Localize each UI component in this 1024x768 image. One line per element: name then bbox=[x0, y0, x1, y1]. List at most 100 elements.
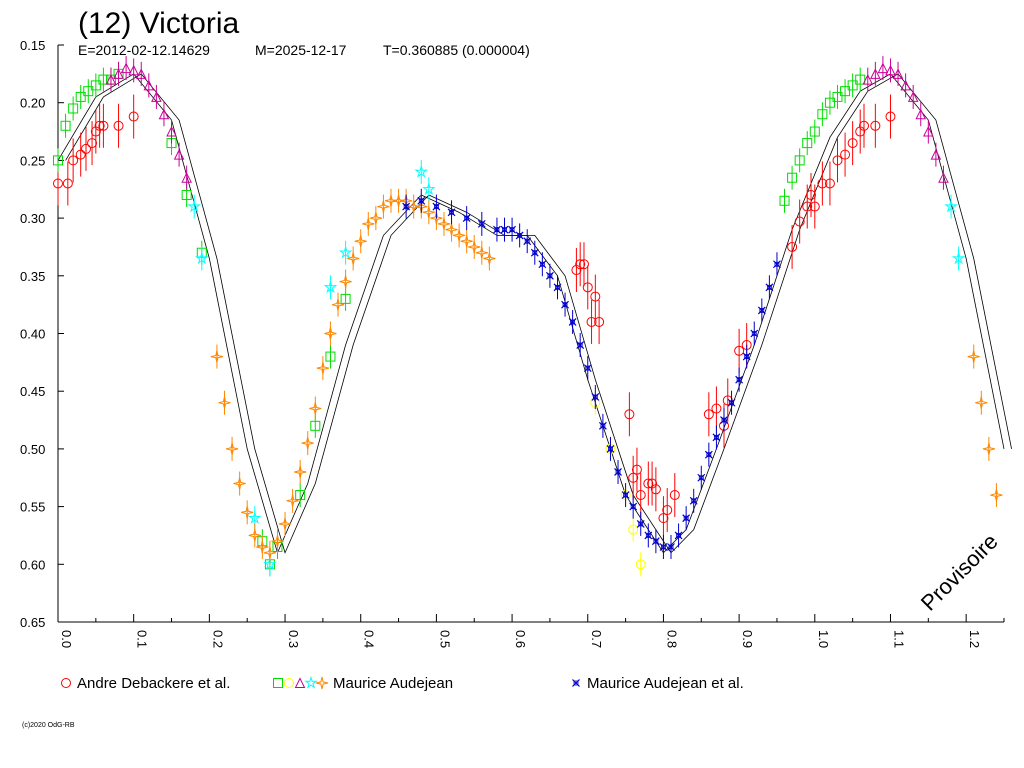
y-tick-label: 0.30 bbox=[20, 211, 45, 226]
data-point bbox=[787, 172, 798, 183]
data-point bbox=[120, 62, 132, 74]
data-point bbox=[181, 190, 192, 201]
data-point bbox=[331, 298, 345, 311]
copyright-note: (c)2020 OdG-RB bbox=[22, 722, 75, 729]
data-point bbox=[452, 229, 466, 242]
data-point bbox=[173, 149, 185, 160]
data-point bbox=[158, 108, 170, 120]
data-point bbox=[483, 252, 496, 265]
data-point bbox=[809, 201, 820, 212]
data-point bbox=[832, 91, 843, 102]
data-point bbox=[923, 125, 934, 137]
data-point bbox=[662, 505, 673, 516]
x-tick-label: 1.1 bbox=[891, 630, 906, 648]
series-0-circle bbox=[53, 94, 896, 541]
data-point bbox=[493, 225, 501, 234]
data-point bbox=[583, 364, 592, 373]
data-point bbox=[720, 416, 728, 424]
data-point bbox=[765, 283, 774, 292]
data-point bbox=[650, 484, 661, 495]
data-point bbox=[779, 195, 790, 206]
y-tick-label: 0.20 bbox=[20, 96, 45, 111]
data-point bbox=[659, 543, 668, 551]
data-point bbox=[817, 109, 828, 120]
data-point bbox=[286, 494, 299, 507]
data-point bbox=[422, 206, 435, 219]
data-point bbox=[735, 375, 744, 384]
data-point bbox=[571, 265, 582, 276]
data-point bbox=[631, 464, 642, 475]
legend-entry-2: Maurice Audejean et al. bbox=[572, 675, 744, 692]
data-points-group bbox=[53, 56, 1003, 577]
data-point bbox=[301, 436, 314, 450]
data-point bbox=[870, 120, 881, 131]
data-point bbox=[938, 172, 949, 183]
data-point bbox=[712, 433, 721, 442]
data-point bbox=[711, 403, 722, 414]
chart-title: (12) Victoria bbox=[78, 7, 239, 40]
data-point bbox=[930, 149, 942, 160]
data-point bbox=[578, 259, 589, 270]
legend-marker bbox=[61, 678, 71, 688]
data-point bbox=[468, 240, 481, 254]
data-point bbox=[402, 202, 411, 211]
modified-date-label: M=2025-12-17 bbox=[255, 42, 347, 58]
data-point bbox=[338, 245, 353, 259]
data-point bbox=[674, 531, 683, 540]
data-point bbox=[83, 86, 94, 97]
data-point bbox=[575, 259, 586, 270]
data-point bbox=[68, 155, 79, 166]
data-point bbox=[858, 120, 869, 131]
data-point bbox=[294, 465, 307, 479]
data-point bbox=[647, 478, 658, 489]
legend-marker bbox=[304, 675, 318, 689]
data-point bbox=[787, 241, 798, 252]
legend-label: Maurice Audejean bbox=[333, 675, 453, 692]
x-tick-label: 0.8 bbox=[664, 630, 679, 648]
data-point bbox=[530, 248, 539, 257]
data-point bbox=[53, 155, 63, 166]
x-tick-label: 0.1 bbox=[135, 630, 150, 648]
data-point bbox=[644, 531, 653, 540]
data-point bbox=[447, 208, 456, 217]
data-point bbox=[271, 535, 284, 548]
data-point bbox=[407, 200, 420, 213]
data-point bbox=[113, 120, 124, 131]
data-point bbox=[697, 473, 706, 482]
data-point bbox=[990, 488, 1003, 502]
data-point bbox=[658, 513, 669, 524]
y-tick-label: 0.45 bbox=[20, 384, 45, 399]
data-point bbox=[263, 557, 277, 571]
data-point bbox=[643, 478, 654, 489]
data-point bbox=[635, 559, 646, 570]
data-point bbox=[151, 91, 162, 102]
data-point bbox=[210, 350, 224, 363]
data-point bbox=[862, 74, 874, 85]
data-point bbox=[62, 178, 73, 189]
data-point bbox=[915, 108, 927, 120]
data-point bbox=[951, 251, 966, 265]
data-point bbox=[817, 178, 828, 189]
data-point bbox=[256, 540, 269, 554]
x-tick-label: 1.2 bbox=[967, 630, 982, 648]
data-point bbox=[682, 514, 691, 523]
data-point bbox=[218, 396, 231, 409]
data-point bbox=[417, 196, 426, 205]
data-point bbox=[614, 468, 622, 476]
data-point bbox=[90, 126, 101, 137]
data-point bbox=[689, 496, 698, 505]
series-1-square bbox=[53, 61, 866, 577]
legend-marker bbox=[294, 677, 306, 688]
data-point bbox=[98, 120, 109, 131]
data-point bbox=[832, 155, 843, 166]
data-point bbox=[636, 519, 645, 528]
data-point bbox=[248, 529, 261, 542]
legend-marker bbox=[572, 679, 580, 687]
x-tick-label: 0.2 bbox=[210, 630, 225, 648]
data-point bbox=[594, 316, 605, 327]
data-point bbox=[515, 231, 524, 240]
data-point bbox=[750, 329, 759, 338]
data-point bbox=[704, 450, 713, 459]
y-tick-label: 0.60 bbox=[20, 557, 45, 572]
